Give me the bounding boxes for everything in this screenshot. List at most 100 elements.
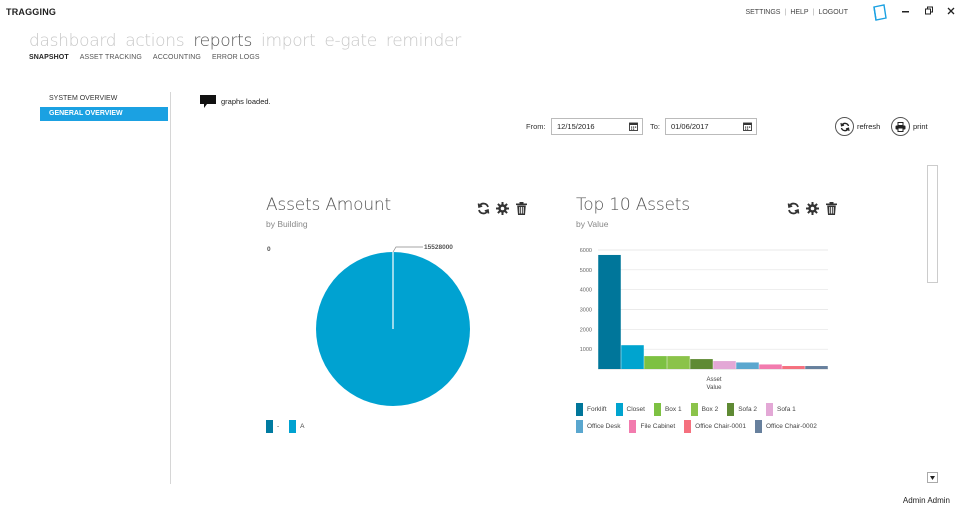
subnav-snapshot[interactable]: SNAPSHOT — [29, 54, 69, 61]
sidebar-item-system-overview[interactable]: SYSTEM OVERVIEW — [49, 95, 118, 102]
refresh-label: refresh — [857, 122, 881, 131]
from-label: From: — [526, 122, 546, 131]
assets-amount-legend: - A — [266, 418, 305, 435]
separator: | — [784, 9, 787, 16]
calendar-icon[interactable] — [743, 122, 752, 131]
current-user-name: Admin Admin — [902, 496, 950, 505]
legend-swatch — [755, 420, 762, 433]
minimize-button[interactable] — [898, 5, 912, 17]
widget-delete-trash-icon[interactable] — [515, 202, 528, 215]
legend-item: Office Desk — [576, 418, 620, 435]
legend-swatch — [765, 403, 773, 416]
refresh-button[interactable]: refresh — [835, 117, 880, 136]
subnav-accounting[interactable]: ACCOUNTING — [152, 54, 201, 61]
y-tick-label: 3000 — [580, 308, 592, 314]
widget-refresh-icon[interactable] — [477, 202, 490, 215]
legend-item: File Cabinet — [629, 418, 675, 435]
nav-dashboard[interactable]: dashboard — [29, 31, 117, 51]
top10-assets-subtitle: by Value — [576, 219, 609, 229]
legend-item: - — [266, 418, 279, 435]
legend-item: Closet — [615, 401, 645, 418]
assets-amount-pie-chart: 0 15528000 — [267, 244, 470, 406]
bar-box-2 — [667, 356, 690, 369]
calendar-icon[interactable] — [629, 122, 638, 131]
widget-settings-gear-icon[interactable] — [496, 202, 509, 215]
legend-swatch — [266, 420, 273, 433]
legend-item: Box 2 — [690, 401, 719, 418]
legend-swatch — [289, 420, 297, 433]
legend-swatch — [690, 403, 698, 416]
legend-label: Forklift — [587, 406, 607, 413]
legend-label: Sofa 1 — [776, 406, 796, 413]
bar-office-chair-0002 — [805, 366, 828, 369]
nav-e-gate[interactable]: e-gate — [324, 31, 377, 51]
main-nav: dashboard actions reports import e-gate … — [29, 31, 461, 51]
pie-data-label-value: 15528000 — [424, 244, 453, 251]
sidebar-item-general-overview[interactable]: GENERAL OVERVIEW — [40, 107, 168, 121]
logout-link[interactable]: LOGOUT — [818, 9, 848, 16]
print-button[interactable]: print — [891, 117, 928, 136]
bar-office-chair-0001 — [782, 366, 805, 369]
bar-closet — [621, 345, 644, 369]
legend-swatch — [576, 403, 583, 416]
legend-item: Office Chair-0001 — [684, 418, 746, 435]
widget-delete-trash-icon[interactable] — [825, 202, 838, 215]
bar-sofa-2 — [690, 359, 713, 369]
legend-item: Forklift — [576, 401, 607, 418]
sidebar-divider — [170, 92, 171, 484]
bar-file-cabinet — [759, 364, 782, 369]
close-button[interactable] — [944, 5, 958, 17]
sidebar: SYSTEM OVERVIEW GENERAL OVERVIEW — [40, 92, 168, 122]
notification-text: graphs loaded. — [221, 97, 271, 106]
help-link[interactable]: HELP — [790, 9, 809, 16]
to-label: To: — [650, 122, 661, 131]
legend-swatch — [727, 403, 735, 416]
legend-label: Office Chair-0001 — [695, 423, 746, 430]
y-tick-label: 5000 — [580, 268, 592, 274]
legend-item: Sofa 1 — [765, 401, 796, 418]
legend-label: Office Desk — [587, 423, 621, 430]
x-axis-label: Asset — [706, 377, 721, 383]
subnav-error-logs[interactable]: ERROR LOGS — [211, 54, 260, 61]
nav-reminder[interactable]: reminder — [385, 31, 461, 51]
app-title: TRAGGING — [6, 7, 57, 17]
top10-assets-legend: Forklift Closet Box 1 Box 2 Sofa 2 Sofa 1 Offi… — [576, 401, 836, 435]
from-date-field[interactable]: 12/15/2016 — [551, 118, 643, 135]
legend-label: Box 2 — [701, 406, 719, 413]
nav-actions[interactable]: actions — [125, 31, 185, 51]
to-date-value: 01/06/2017 — [671, 122, 709, 131]
restore-button[interactable] — [922, 5, 936, 17]
brand-logo-icon — [873, 4, 887, 21]
legend-label: Sofa 2 — [738, 406, 757, 413]
legend-item: Box 1 — [653, 401, 682, 418]
pie-data-label-zero: 0 — [267, 246, 271, 253]
scrollbar-thumb[interactable] — [927, 165, 938, 283]
print-label: print — [913, 122, 928, 131]
settings-link[interactable]: SETTINGS — [745, 9, 781, 16]
top-links: SETTINGS | HELP | LOGOUT — [745, 9, 848, 16]
arrow-down-icon — [930, 475, 935, 480]
nav-import[interactable]: import — [261, 31, 316, 51]
top10-assets-title: Top 10 Assets — [576, 195, 690, 215]
legend-label: Closet — [626, 406, 645, 413]
y-tick-label: 1000 — [580, 347, 592, 353]
legend-label: Box 1 — [664, 406, 682, 413]
widget-settings-gear-icon[interactable] — [806, 202, 819, 215]
scroll-down-button[interactable] — [927, 472, 938, 483]
legend-item: Office Chair-0002 — [755, 418, 817, 435]
nav-reports[interactable]: reports — [193, 31, 253, 51]
refresh-icon — [835, 117, 854, 136]
legend-label: - — [277, 423, 280, 430]
to-date-field[interactable]: 01/06/2017 — [665, 118, 757, 135]
pie-label-connector — [392, 246, 423, 253]
bar-box-1 — [644, 356, 667, 369]
legend-swatch — [653, 403, 661, 416]
x-axis-sublabel: Value — [707, 385, 723, 391]
bar-office-desk — [736, 362, 759, 369]
top10-assets-bar-chart: 1000 2000 3000 4000 5000 6000 Asset Value — [580, 248, 828, 391]
speech-bubble-icon — [200, 95, 216, 108]
widget-refresh-icon[interactable] — [787, 202, 800, 215]
subnav-asset-tracking[interactable]: ASSET TRACKING — [79, 54, 142, 61]
separator: | — [812, 9, 815, 16]
assets-amount-subtitle: by Building — [266, 219, 308, 229]
